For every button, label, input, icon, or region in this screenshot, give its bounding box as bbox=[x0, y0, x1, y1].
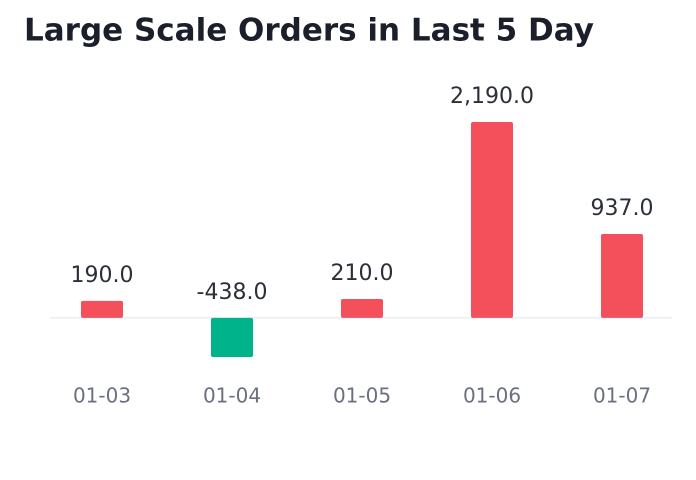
x-tick-label: 01-04 bbox=[203, 384, 261, 408]
x-tick-label: 01-06 bbox=[463, 384, 521, 408]
value-label: 2,190.0 bbox=[450, 84, 534, 109]
chart-title: Large Scale Orders in Last 5 Day bbox=[24, 13, 594, 49]
x-tick-label: 01-03 bbox=[73, 384, 131, 408]
bar bbox=[81, 300, 123, 318]
value-label: 210.0 bbox=[331, 261, 394, 286]
bar bbox=[471, 122, 513, 318]
value-label: -438.0 bbox=[197, 280, 268, 305]
value-label: 937.0 bbox=[591, 196, 654, 221]
x-tick-label: 01-07 bbox=[593, 384, 651, 408]
bar bbox=[211, 317, 253, 357]
bar bbox=[341, 299, 383, 318]
value-label: 190.0 bbox=[71, 263, 134, 288]
bar bbox=[601, 234, 643, 318]
x-tick-label: 01-05 bbox=[333, 384, 391, 408]
